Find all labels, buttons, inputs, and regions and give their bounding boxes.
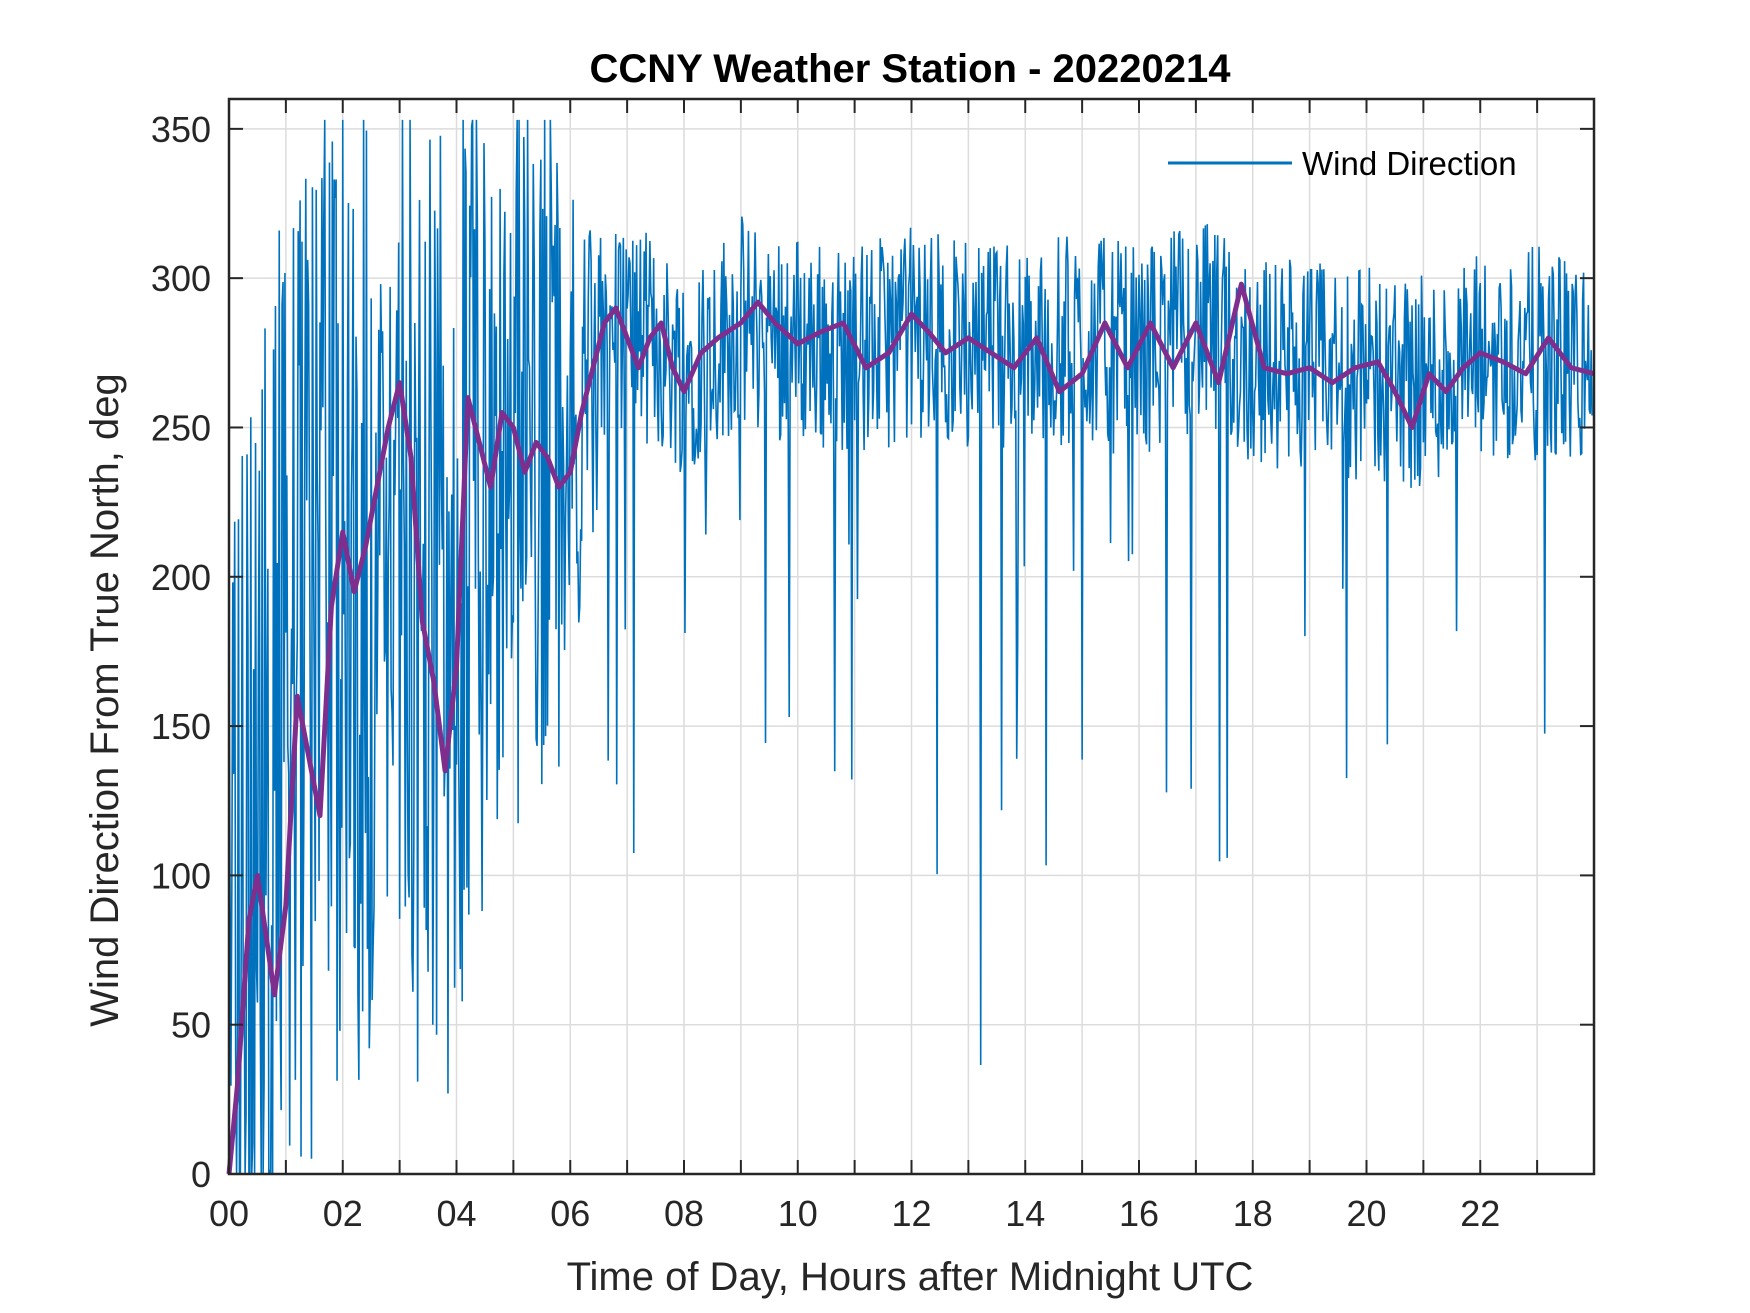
y-tick-label: 50 xyxy=(171,1005,211,1046)
y-tick-label: 0 xyxy=(191,1154,211,1195)
y-tick-label: 100 xyxy=(151,855,211,896)
x-tick-label: 12 xyxy=(891,1193,931,1234)
x-tick-label: 10 xyxy=(778,1193,818,1234)
chart-title: CCNY Weather Station - 20220214 xyxy=(590,47,1232,91)
legend: Wind Direction xyxy=(1168,145,1517,182)
y-tick-label: 250 xyxy=(151,407,211,448)
series-line-wind-direction-smoothed xyxy=(226,281,1595,1175)
x-tick-label: 00 xyxy=(209,1193,249,1234)
x-tick-label: 16 xyxy=(1119,1193,1159,1234)
y-tick-label: 350 xyxy=(151,109,211,150)
legend-label-wind-direction: Wind Direction xyxy=(1302,145,1517,182)
x-tick-label: 02 xyxy=(323,1193,363,1234)
x-tick-label: 04 xyxy=(436,1193,476,1234)
x-tick-label: 22 xyxy=(1460,1193,1500,1234)
x-axis-label: Time of Day, Hours after Midnight UTC xyxy=(567,1255,1254,1299)
x-tick-label: 06 xyxy=(550,1193,590,1234)
raw-series xyxy=(228,119,1593,1175)
series-line-wind-direction xyxy=(228,119,1593,1175)
tick-labels: 00 02 04 06 08 10 12 14 16 18 20 22 0 50 100 150 200 250 3… xyxy=(151,109,1500,1234)
y-tick-label: 200 xyxy=(151,557,211,598)
x-tick-label: 18 xyxy=(1233,1193,1273,1234)
y-tick-label: 150 xyxy=(151,706,211,747)
x-tick-label: 20 xyxy=(1346,1193,1386,1234)
axes xyxy=(227,97,1596,1176)
y-axis-label: Wind Direction From True North, deg xyxy=(83,373,127,1027)
x-tick-label: 14 xyxy=(1005,1193,1045,1234)
x-tick-label: 08 xyxy=(664,1193,704,1234)
smoothed-series xyxy=(226,281,1595,1175)
y-tick-label: 300 xyxy=(151,258,211,299)
